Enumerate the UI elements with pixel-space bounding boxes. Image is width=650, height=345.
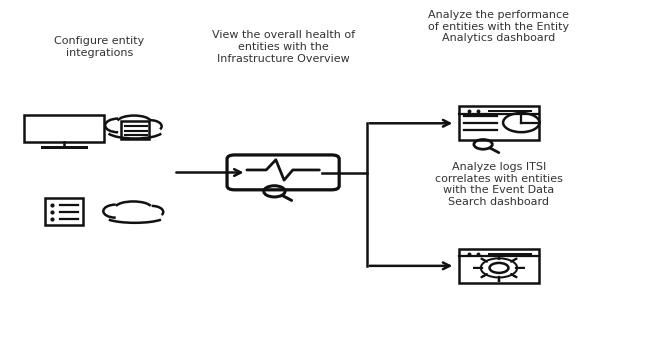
Text: Analyze the performance
of entities with the Entity
Analytics dashboard: Analyze the performance of entities with…	[428, 10, 569, 43]
Text: Analyze logs ITSI
correlates with entities
with the Event Data
Search dashboard: Analyze logs ITSI correlates with entiti…	[435, 162, 563, 207]
Text: View the overall health of
entities with the
Infrastructure Overview: View the overall health of entities with…	[211, 30, 355, 63]
Text: Configure entity
integrations: Configure entity integrations	[55, 36, 144, 58]
